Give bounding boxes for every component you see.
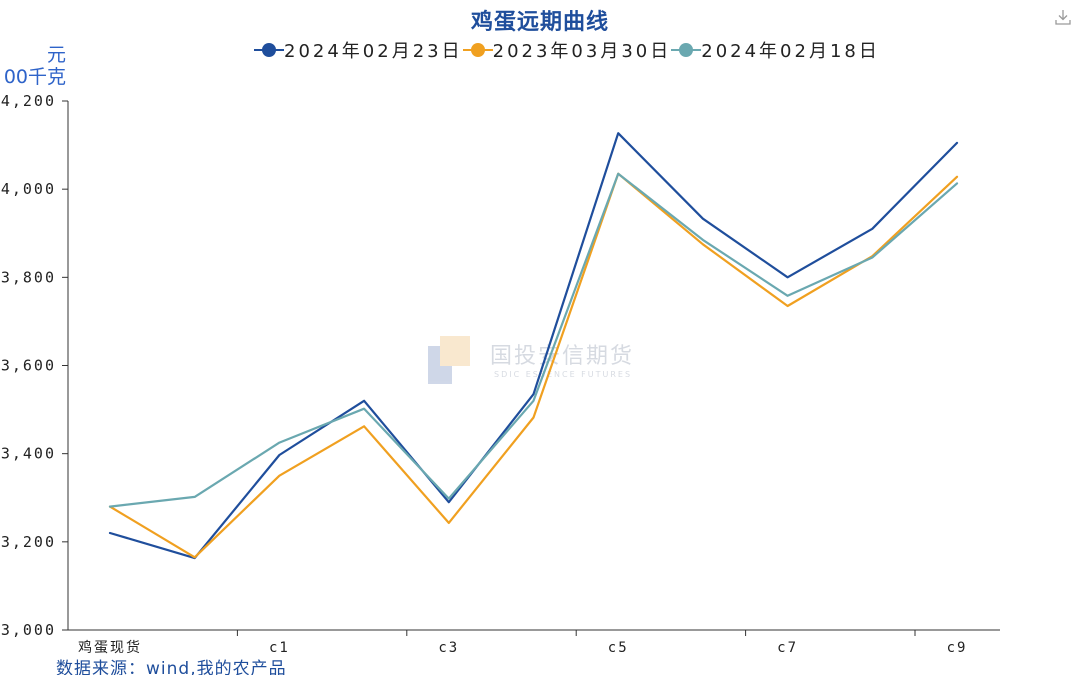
download-icon[interactable]: [1054, 8, 1072, 26]
legend-swatch-0: [254, 43, 284, 57]
legend-swatch-1: [462, 43, 493, 57]
legend-label-1: 2023年03月30日: [492, 41, 672, 62]
series-1-point: [447, 521, 450, 524]
legend-dot-2: [679, 43, 694, 57]
x-tick-label: c5: [608, 640, 629, 656]
legend-dot-1: [470, 43, 485, 57]
series-2-point: [532, 399, 535, 402]
series-0-point: [109, 532, 112, 535]
series-1-point: [193, 556, 196, 559]
series-2-point: [701, 238, 704, 241]
x-tick-label: c3: [438, 640, 459, 656]
download-icon-graphic: [1055, 10, 1071, 25]
legend-item-2[interactable]: 2024年02月18日: [671, 37, 880, 63]
legend-item-0[interactable]: 2024年02月23日: [254, 37, 463, 63]
x-tick-label: c9: [947, 640, 968, 656]
watermark-logo-part-a: [428, 346, 452, 384]
series-0-point: [701, 217, 704, 220]
y-tick-label: 4,200: [1, 92, 56, 110]
source-label: 数据来源：wind,我的农产品: [56, 659, 287, 675]
y-tick-label: 3,600: [1, 357, 56, 375]
series-1-point: [532, 416, 535, 419]
series-0-point: [278, 453, 281, 456]
series-2-point: [363, 407, 366, 410]
series-1-point: [701, 243, 704, 246]
series-0-point: [363, 399, 366, 402]
series-line-0: [108, 132, 959, 560]
series-2-point: [786, 294, 789, 297]
series-line-2: [108, 172, 959, 508]
series-2-point: [447, 497, 450, 500]
x-tick-label: 鸡蛋现货: [78, 639, 142, 656]
series-0-point: [447, 501, 450, 504]
unit-line-1: 元: [46, 44, 66, 66]
series-0-point: [617, 132, 620, 135]
series-2-point: [109, 505, 112, 508]
watermark-name: 国投安信期货: [490, 344, 635, 369]
chart-title: 鸡蛋远期曲线: [470, 10, 609, 35]
legend-swatch-2: [671, 43, 702, 57]
legend-item-1[interactable]: 2023年03月30日: [462, 37, 672, 63]
series-group: [108, 132, 959, 560]
x-tick-group: 鸡蛋现货 c1 c3 c5 c7 c9: [78, 630, 968, 656]
watermark-logo-part-b: [440, 336, 470, 366]
series-2-point: [278, 441, 281, 444]
y-tick-label: 3,400: [1, 445, 56, 463]
x-tick-label: c7: [777, 640, 798, 656]
legend-label-0: 2024年02月23日: [284, 41, 463, 62]
legend-dot-0: [262, 43, 276, 57]
series-1-point: [956, 175, 959, 178]
legend: 2024年02月23日 2023年03月30日 2024年02月18日: [254, 38, 880, 62]
watermark: 国投安信期货 SDIC ESSENCE FUTURES: [428, 336, 668, 386]
series-0-point: [871, 227, 874, 230]
y-tick-label: 3,000: [1, 621, 56, 639]
y-axis-unit-label: 元 00千克: [0, 44, 66, 88]
series-1-point: [363, 425, 366, 428]
unit-line-2: 00千克: [3, 66, 66, 88]
legend-label-2: 2024年02月18日: [701, 41, 880, 62]
series-2-point: [871, 256, 874, 259]
series-2-point: [956, 182, 959, 185]
y-tick-label: 3,800: [1, 268, 56, 286]
series-0-point: [786, 276, 789, 279]
axes-group: [67, 101, 1000, 631]
series-2-point: [193, 495, 196, 498]
watermark-english: SDIC ESSENCE FUTURES: [494, 370, 633, 379]
x-tick-label: c1: [269, 640, 290, 656]
y-tick-label: 4,000: [1, 180, 56, 198]
y-tick-label: 3,200: [1, 533, 56, 551]
series-2-point: [617, 172, 620, 175]
series-1-point: [278, 474, 281, 477]
series-line-1: [108, 172, 959, 559]
series-0-point: [956, 141, 959, 144]
y-tick-group: 3,000 3,200 3,400 3,600 3,800 4,000 4,200: [1, 92, 68, 639]
series-1-point: [786, 304, 789, 307]
